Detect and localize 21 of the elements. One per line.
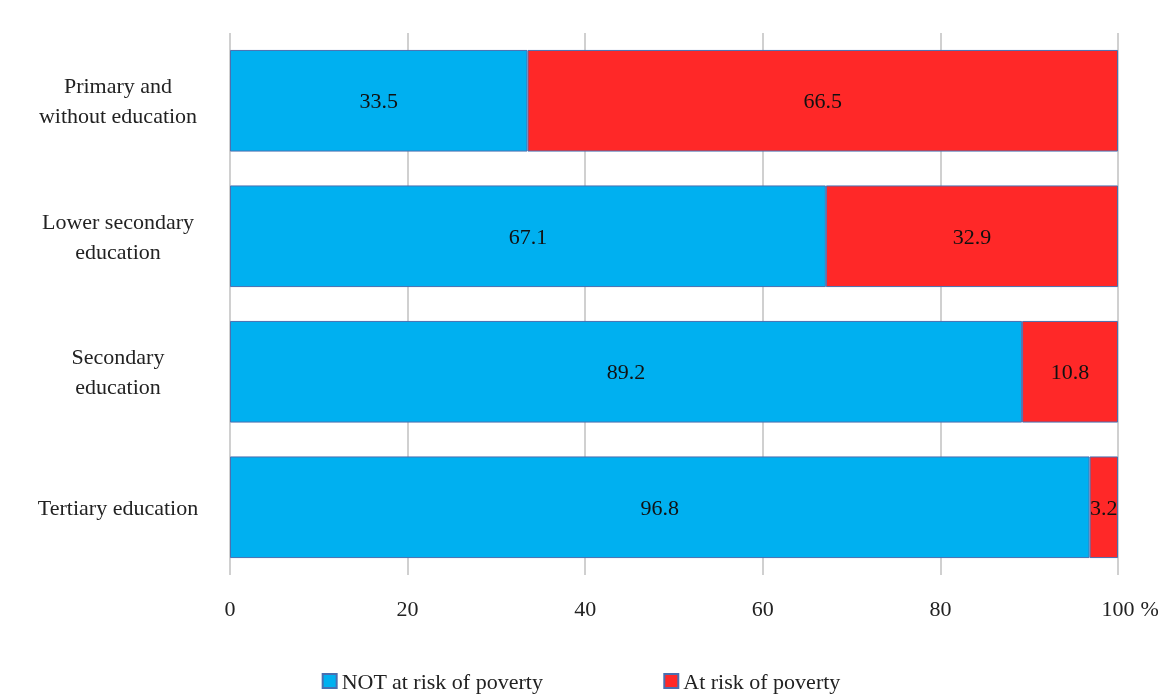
data-label: 96.8 bbox=[640, 494, 680, 520]
y-tick-label: Primary and without education bbox=[38, 73, 198, 129]
x-tick-label: 80 bbox=[929, 595, 952, 621]
y-tick-label: Tertiary education bbox=[37, 494, 199, 520]
data-label: 32.9 bbox=[952, 223, 992, 249]
x-axis-title: % bbox=[1140, 595, 1159, 621]
data-label: 10.8 bbox=[1050, 359, 1090, 385]
legend-label: At risk of poverty bbox=[683, 668, 841, 694]
data-label: 67.1 bbox=[508, 223, 548, 249]
x-tick-label: 0 bbox=[224, 595, 236, 621]
x-tick-label: 60 bbox=[751, 595, 774, 621]
y-tick-label: Lower secondary education bbox=[41, 208, 195, 264]
x-tick-label: 40 bbox=[574, 595, 597, 621]
x-tick-label: 100 bbox=[1101, 595, 1135, 621]
data-label: 66.5 bbox=[803, 88, 842, 114]
legend-label: NOT at risk of poverty bbox=[341, 668, 543, 694]
data-label: 3.2 bbox=[1090, 494, 1118, 520]
data-label: 89.2 bbox=[606, 359, 646, 385]
y-tick-label: Secondary education bbox=[71, 344, 165, 400]
x-tick-label: 20 bbox=[396, 595, 419, 621]
data-label: 33.5 bbox=[359, 88, 398, 114]
